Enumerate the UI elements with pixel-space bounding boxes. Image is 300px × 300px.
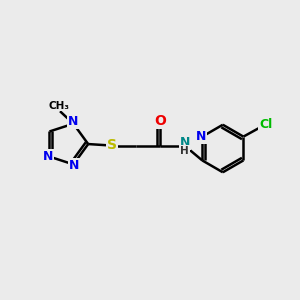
Text: N: N	[180, 136, 190, 149]
Text: Cl: Cl	[259, 118, 272, 131]
Text: CH₃: CH₃	[48, 101, 69, 111]
Text: N: N	[69, 159, 79, 172]
Text: N: N	[196, 130, 206, 143]
Text: N: N	[68, 116, 79, 128]
Text: N: N	[43, 150, 53, 163]
Text: H: H	[180, 146, 189, 156]
Text: S: S	[107, 138, 117, 152]
Text: O: O	[154, 114, 166, 128]
